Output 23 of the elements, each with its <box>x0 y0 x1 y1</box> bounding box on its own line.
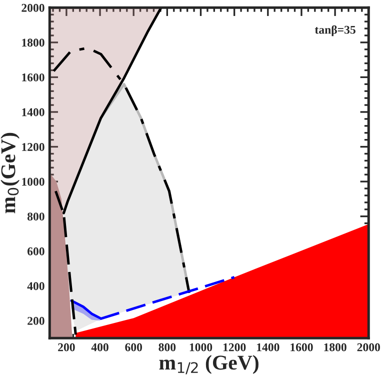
y-tick-label: 200 <box>28 316 44 325</box>
annotation: tanβ=35 <box>314 25 356 36</box>
y-tick-label: 1400 <box>22 108 44 116</box>
y-tick-label: 1200 <box>22 143 44 151</box>
x-tick-label: 400 <box>91 343 108 352</box>
x-tick-label: 1000 <box>190 343 212 352</box>
y-tick-label: 600 <box>27 247 44 256</box>
x-tick-label: 1600 <box>290 343 313 352</box>
y-axis-title: m$_{0}$(GeV) <box>0 132 20 214</box>
x-tick-label: 600 <box>125 343 142 352</box>
x-tick-label: 800 <box>158 343 176 352</box>
x-axis-title: m$_{1/2}$ (GeV) <box>159 355 258 374</box>
y-tick-label: 1800 <box>22 38 44 47</box>
y-tick-label: 2000 <box>22 4 44 12</box>
x-tick-label: 2000 <box>357 343 380 352</box>
x-tick-label: 200 <box>58 343 75 352</box>
y-tick-label: 800 <box>27 212 44 221</box>
x-tick-label: 1200 <box>223 343 246 352</box>
y-tick-label: 1000 <box>22 178 44 186</box>
y-tick-label: 1600 <box>22 73 44 82</box>
y-tick-label: 400 <box>27 282 44 290</box>
x-tick-label: 1400 <box>257 343 280 352</box>
x-tick-label: 1800 <box>324 343 346 352</box>
